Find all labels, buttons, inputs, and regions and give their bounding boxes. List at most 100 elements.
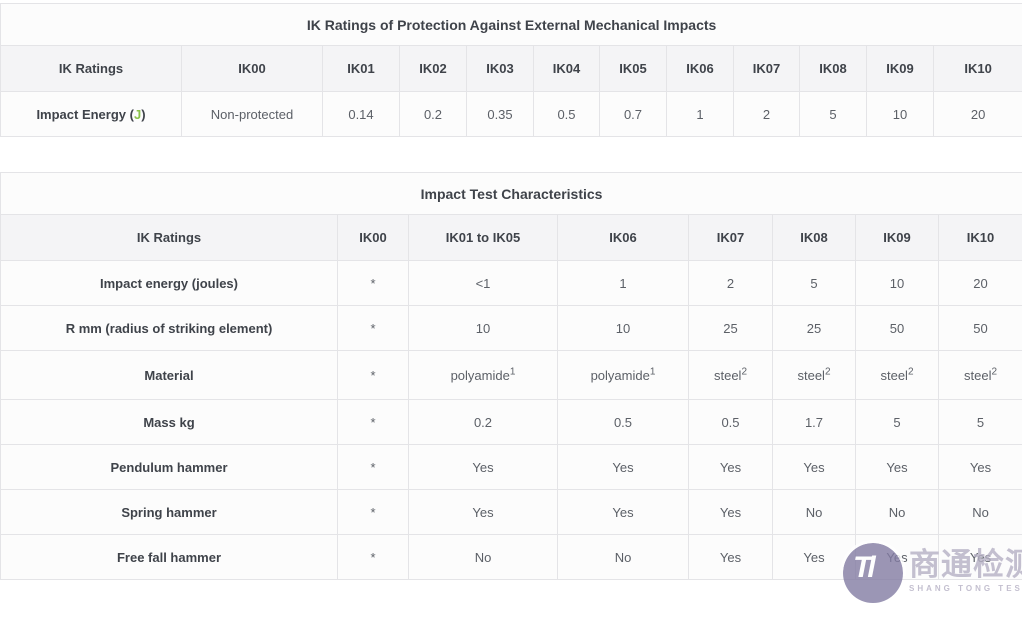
table1-value-cell: 20: [934, 92, 1022, 137]
row-label-text: ): [141, 107, 145, 122]
table1-value-cell: 0.14: [323, 92, 400, 137]
table2-value-cell: 1.7: [773, 400, 856, 445]
material-value: steel: [797, 368, 824, 383]
table2-value-cell: *: [338, 445, 409, 490]
table2-value-cell: Yes: [773, 445, 856, 490]
table1-title: IK Ratings of Protection Against Externa…: [1, 4, 1022, 46]
footnote-ref: 2: [741, 366, 747, 377]
table2-value-cell: 0.2: [409, 400, 558, 445]
table2-header-cell: IK Ratings: [1, 215, 338, 261]
watermark-english-text: SHANG TONG TESTING: [909, 584, 1022, 593]
table2-value-cell: Yes: [939, 445, 1022, 490]
table2-value-cell: steel2: [856, 351, 939, 400]
table1-value-cell: Non-protected: [182, 92, 323, 137]
table2-value-cell: Yes: [558, 490, 689, 535]
table2-value-cell: Yes: [939, 535, 1022, 580]
table1-header-cell: IK06: [667, 46, 734, 92]
table2-value-cell: 1: [558, 261, 689, 306]
table1-header-cell: IK09: [867, 46, 934, 92]
table2-value-cell: Yes: [689, 535, 773, 580]
table2-value-cell: *: [338, 261, 409, 306]
table2-value-cell: 25: [689, 306, 773, 351]
table1-header-cell: IK03: [467, 46, 534, 92]
material-value: steel: [880, 368, 907, 383]
table2-value-cell: *: [338, 351, 409, 400]
table2-header-cell: IK06: [558, 215, 689, 261]
table2-value-cell: steel2: [939, 351, 1022, 400]
table2-value-cell: 5: [939, 400, 1022, 445]
table2-value-cell: 2: [689, 261, 773, 306]
table1-value-cell: 1: [667, 92, 734, 137]
table2-row-label: R mm (radius of striking element): [1, 306, 338, 351]
table2-value-cell: Yes: [409, 490, 558, 535]
table2-value-cell: Yes: [558, 445, 689, 490]
table2-value-cell: *: [338, 400, 409, 445]
table2-value-cell: 10: [558, 306, 689, 351]
table2-value-cell: No: [856, 490, 939, 535]
table2-value-cell: Yes: [689, 490, 773, 535]
table2-value-cell: Yes: [773, 535, 856, 580]
table1-value-cell: 0.5: [534, 92, 600, 137]
table2-value-cell: 10: [409, 306, 558, 351]
table1-header-cell: IK Ratings: [1, 46, 182, 92]
footnote-ref: 2: [991, 366, 997, 377]
page: IK Ratings of Protection Against Externa…: [0, 0, 1022, 580]
table2-header-cell: IK00: [338, 215, 409, 261]
table2-row-label: Spring hammer: [1, 490, 338, 535]
table2-value-cell: No: [409, 535, 558, 580]
table2-value-cell: No: [939, 490, 1022, 535]
table2-value-cell: 5: [856, 400, 939, 445]
footnote-ref: 1: [650, 366, 656, 377]
table1-header-cell: IK02: [400, 46, 467, 92]
footnote-ref: 2: [825, 366, 831, 377]
table2-value-cell: Yes: [856, 445, 939, 490]
table2-value-cell: No: [558, 535, 689, 580]
table2-header-cell: IK09: [856, 215, 939, 261]
table2-value-cell: *: [338, 490, 409, 535]
table1-header-cell: IK01: [323, 46, 400, 92]
footnote-ref: 1: [510, 366, 516, 377]
table2-value-cell: 0.5: [689, 400, 773, 445]
table2-header-cell: IK07: [689, 215, 773, 261]
table2-header-cell: IK08: [773, 215, 856, 261]
table2-value-cell: 5: [773, 261, 856, 306]
table1-header-cell: IK05: [600, 46, 667, 92]
table2-value-cell: polyamide1: [558, 351, 689, 400]
table2-row-label: Free fall hammer: [1, 535, 338, 580]
table2-value-cell: polyamide1: [409, 351, 558, 400]
footnote-ref: 2: [908, 366, 914, 377]
material-value: steel: [964, 368, 991, 383]
table2-value-cell: 25: [773, 306, 856, 351]
table2-header-cell: IK01 to IK05: [409, 215, 558, 261]
ik-ratings-table: IK Ratings of Protection Against Externa…: [0, 3, 1022, 137]
table2-value-cell: Yes: [856, 535, 939, 580]
table1-row-label: Impact Energy (J): [1, 92, 182, 137]
table2-value-cell: *: [338, 535, 409, 580]
table2-value-cell: 0.5: [558, 400, 689, 445]
table1-header-cell: IK04: [534, 46, 600, 92]
material-value: steel: [714, 368, 741, 383]
table2-row-label: Mass kg: [1, 400, 338, 445]
table1-header-cell: IK07: [734, 46, 800, 92]
table2-row-label: Material: [1, 351, 338, 400]
table2-value-cell: No: [773, 490, 856, 535]
impact-test-table: Impact Test Characteristics IK Ratings I…: [0, 172, 1022, 580]
table2-value-cell: steel2: [773, 351, 856, 400]
table-gap: [0, 137, 1022, 172]
table2-header-cell: IK10: [939, 215, 1022, 261]
table1-value-cell: 5: [800, 92, 867, 137]
table1-value-cell: 0.7: [600, 92, 667, 137]
table1-value-cell: 10: [867, 92, 934, 137]
table2-value-cell: 50: [856, 306, 939, 351]
table2-value-cell: Yes: [409, 445, 558, 490]
table2-value-cell: <1: [409, 261, 558, 306]
table1-value-cell: 0.35: [467, 92, 534, 137]
table1-header-cell: IK00: [182, 46, 323, 92]
table2-value-cell: 20: [939, 261, 1022, 306]
table2-value-cell: *: [338, 306, 409, 351]
table2-row-label: Impact energy (joules): [1, 261, 338, 306]
table1-header-cell: IK08: [800, 46, 867, 92]
table1-header-cell: IK10: [934, 46, 1022, 92]
table2-value-cell: 10: [856, 261, 939, 306]
material-value: polyamide: [451, 368, 510, 383]
